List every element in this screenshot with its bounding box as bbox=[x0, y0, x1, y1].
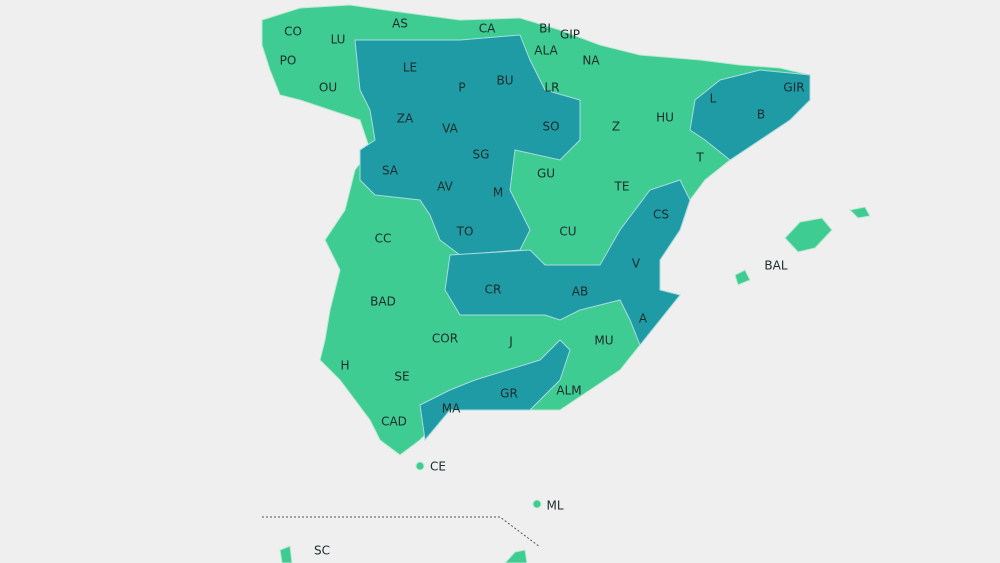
island bbox=[784, 217, 833, 253]
province-label: J bbox=[508, 335, 513, 349]
province-label: LE bbox=[403, 61, 417, 75]
province-label: CU bbox=[559, 225, 576, 239]
divider bbox=[262, 516, 541, 548]
province-label: BAD bbox=[370, 295, 396, 309]
province-label: CA bbox=[479, 22, 496, 36]
province-label: AB bbox=[572, 285, 588, 299]
province-label: MU bbox=[594, 334, 613, 348]
province-label: PO bbox=[280, 54, 297, 68]
region-center bbox=[354, 34, 581, 256]
region-southeast bbox=[444, 179, 691, 346]
province-label: BAL bbox=[764, 259, 787, 273]
province-label: P bbox=[458, 81, 465, 95]
province-label: GU bbox=[537, 167, 555, 181]
province-label: ALA bbox=[534, 44, 558, 58]
province-label: SE bbox=[394, 370, 409, 384]
province-label: BI bbox=[539, 22, 551, 36]
province-label: SO bbox=[542, 120, 559, 134]
province-label: SG bbox=[473, 148, 490, 162]
province-label: MA bbox=[442, 402, 461, 416]
province-label: ML bbox=[546, 499, 563, 513]
province-label: LR bbox=[544, 81, 559, 95]
region-south bbox=[419, 339, 571, 442]
province-label: BU bbox=[496, 74, 513, 88]
province-label: CS bbox=[653, 208, 669, 222]
province-label: B bbox=[757, 108, 765, 122]
province-label: SC bbox=[314, 544, 330, 558]
province-label: CO bbox=[284, 25, 302, 39]
dot bbox=[532, 499, 542, 509]
province-label: Z bbox=[612, 120, 620, 134]
island bbox=[734, 269, 751, 286]
province-label: L bbox=[710, 92, 717, 106]
province-label: VA bbox=[442, 122, 458, 136]
dot bbox=[415, 461, 425, 471]
province-label: TE bbox=[614, 180, 630, 194]
province-label: NA bbox=[582, 54, 600, 68]
province-label: AS bbox=[392, 17, 408, 31]
province-label: CR bbox=[485, 283, 502, 297]
province-label: T bbox=[695, 151, 704, 165]
province-label: OU bbox=[319, 81, 337, 95]
province-label: GIP bbox=[560, 28, 580, 42]
province-label: COR bbox=[432, 332, 458, 346]
province-label: LU bbox=[331, 33, 346, 47]
province-label: H bbox=[340, 359, 349, 373]
island bbox=[279, 545, 293, 563]
province-label: M bbox=[493, 186, 503, 200]
province-label: TO bbox=[456, 225, 474, 239]
province-label: AV bbox=[437, 180, 453, 194]
province-label: GIR bbox=[783, 81, 804, 95]
province-label: ZA bbox=[397, 112, 414, 126]
region-northeast bbox=[689, 69, 811, 161]
province-label: CE bbox=[430, 460, 446, 474]
province-label: ALM bbox=[556, 384, 581, 398]
province-label: HU bbox=[656, 111, 674, 125]
province-label: GR bbox=[500, 387, 518, 401]
island bbox=[848, 206, 871, 219]
province-label: A bbox=[639, 312, 648, 326]
province-label: CAD bbox=[381, 415, 407, 429]
island bbox=[504, 549, 528, 563]
province-label: SA bbox=[382, 164, 399, 178]
province-label: CC bbox=[375, 232, 392, 246]
province-label: V bbox=[632, 257, 641, 271]
